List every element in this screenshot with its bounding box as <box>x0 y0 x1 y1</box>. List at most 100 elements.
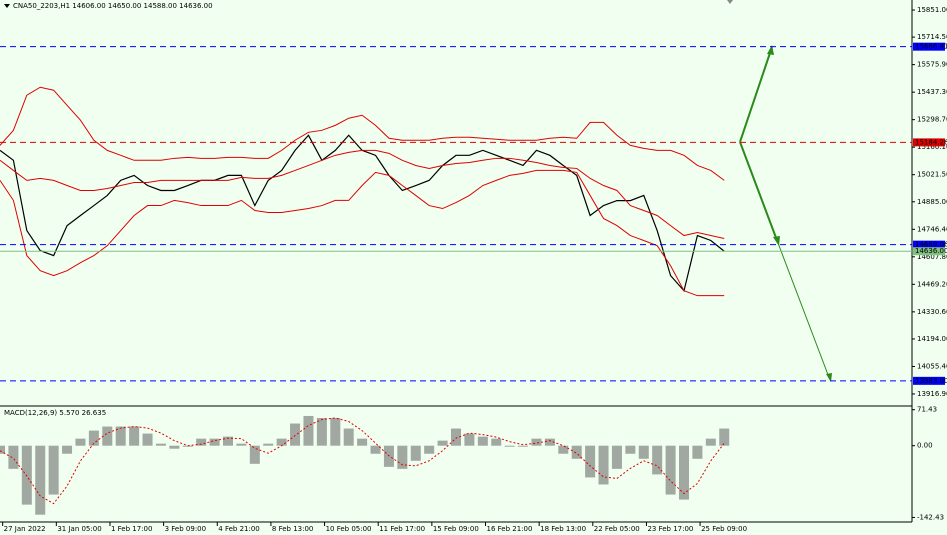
x-tick-label: 8 Feb 13:00 <box>272 525 313 533</box>
x-tick-label: 31 Jan 05:00 <box>57 525 101 533</box>
histogram-bar <box>129 426 140 446</box>
y-tick-label: 14607.80 <box>917 253 947 261</box>
y-tick-label: 14194.00 <box>917 335 947 343</box>
histogram-bar <box>35 445 46 515</box>
level-label-box <box>913 247 945 256</box>
level-label: 14636.00 <box>915 247 947 255</box>
y-tick-label: 71.43 <box>917 406 937 414</box>
histogram-bar <box>665 445 676 495</box>
histogram-bar <box>290 423 301 446</box>
x-tick-label: 16 Feb 21:00 <box>487 525 533 533</box>
histogram-bar <box>370 445 381 454</box>
main-title: CNA50_2203,H1 14606.00 14650.00 14588.00… <box>13 2 213 10</box>
histogram-bar <box>625 445 636 454</box>
histogram-bar <box>209 438 220 446</box>
y-tick-label: -142.43 <box>917 513 944 521</box>
arrow-up <box>739 46 773 143</box>
y-tick-label: 15851.00 <box>917 6 947 14</box>
level-label: 14669.06 <box>915 241 947 249</box>
x-tick-label: 11 Feb 17:00 <box>379 525 425 533</box>
histogram-bar <box>437 440 448 446</box>
menu-marker <box>4 4 10 8</box>
histogram-bar <box>397 445 408 469</box>
histogram-bar <box>679 445 689 500</box>
y-tick-label: 0.00 <box>917 442 933 450</box>
histogram-bar <box>276 438 287 446</box>
y-tick-label: 14469.20 <box>917 280 947 288</box>
level-label: 13983.00 <box>915 377 947 385</box>
histogram-bar <box>598 445 609 485</box>
histogram-bar <box>75 438 86 446</box>
x-tick-label: 27 Jan 2022 <box>4 525 46 533</box>
y-tick-label: 15714.50 <box>917 33 947 41</box>
histogram-bar <box>652 445 663 475</box>
band-line <box>0 169 725 297</box>
arrow-down <box>739 141 779 244</box>
y-tick-label: 14055.40 <box>917 362 947 370</box>
histogram-bar <box>102 426 113 446</box>
histogram-bar <box>48 445 59 495</box>
x-tick-label: 25 Feb 09:00 <box>701 525 747 533</box>
histogram-bar <box>169 445 180 449</box>
shift-marker <box>727 0 733 4</box>
arrow-head <box>767 45 774 55</box>
histogram-bar <box>518 445 529 447</box>
histogram-bar <box>263 443 274 446</box>
histogram-bar <box>558 445 569 454</box>
y-tick-label: 15021.50 <box>917 171 947 179</box>
level-label-box <box>913 376 945 385</box>
x-tick-label: 4 Feb 21:00 <box>218 525 259 533</box>
histogram-bar <box>0 445 5 454</box>
histogram-bar <box>424 445 435 454</box>
histogram-bar <box>8 445 19 469</box>
histogram-bar <box>330 417 341 446</box>
level-label-box <box>913 138 945 147</box>
histogram-bar <box>719 428 730 446</box>
histogram-bar <box>343 428 354 446</box>
x-tick-label: 22 Feb 05:00 <box>594 525 640 533</box>
level-label: 15184.26 <box>915 138 947 146</box>
histogram-bar <box>249 445 260 464</box>
histogram-bar <box>491 438 502 446</box>
y-tick-label: 14746.40 <box>917 225 947 233</box>
y-tick-label: 15160.10 <box>917 143 947 151</box>
histogram-bar <box>182 445 193 447</box>
histogram-bar <box>88 430 99 446</box>
histogram-bar <box>705 438 716 446</box>
histogram-bar <box>115 426 126 446</box>
histogram-bar <box>223 436 233 446</box>
level-label-box <box>913 240 945 249</box>
histogram-bar <box>504 445 515 447</box>
histogram-bar <box>638 445 649 459</box>
level-label-box <box>913 42 945 51</box>
x-tick-label: 10 Feb 05:00 <box>326 525 372 533</box>
histogram-bar <box>531 438 542 446</box>
histogram-bar <box>464 433 475 446</box>
histogram-bar <box>477 436 488 446</box>
histogram-bar <box>142 433 153 446</box>
histogram-bar <box>451 428 461 446</box>
band-line <box>0 149 725 240</box>
histogram-bar <box>544 438 555 446</box>
histogram-bar <box>692 445 703 459</box>
y-tick-label: 14885.00 <box>917 198 947 206</box>
y-tick-label: 13916.90 <box>917 390 947 398</box>
arrow-head <box>826 373 832 382</box>
histogram-bar <box>571 445 582 459</box>
histogram-bar <box>357 438 368 446</box>
arrow-down-extension <box>777 242 831 381</box>
histogram-bar <box>155 443 166 446</box>
y-tick-label: 14330.60 <box>917 308 947 316</box>
y-tick-label: 15298.70 <box>917 116 947 124</box>
histogram-bar <box>303 415 314 446</box>
band-line <box>0 86 725 181</box>
histogram-bar <box>410 445 421 461</box>
histogram-bar <box>62 445 73 454</box>
x-tick-label: 23 Feb 17:00 <box>647 525 693 533</box>
y-tick-label: 15437.30 <box>917 88 947 96</box>
x-tick-label: 1 Feb 17:00 <box>111 525 152 533</box>
macd-title: MACD(12,26,9) 5.570 26.635 <box>4 409 106 417</box>
y-tick-label: 15575.90 <box>917 61 947 69</box>
